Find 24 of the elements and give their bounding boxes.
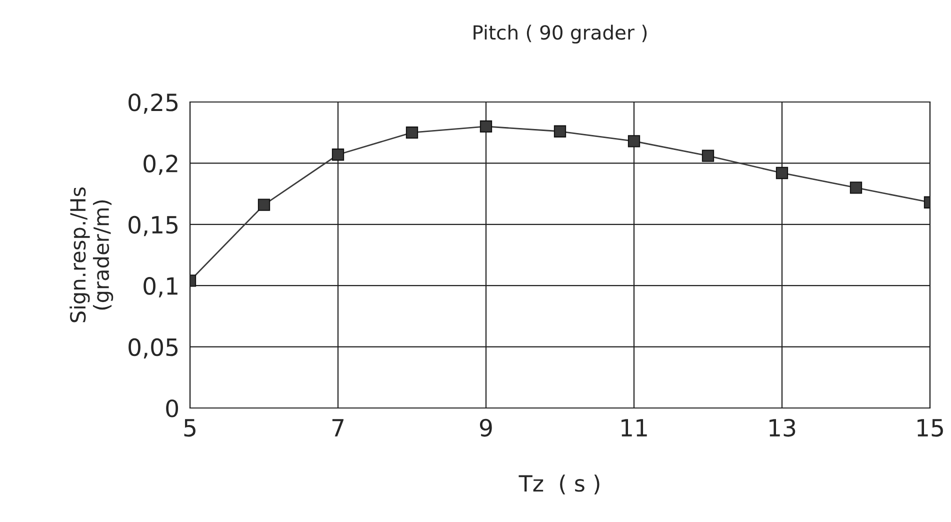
x-tick-label: 5 xyxy=(184,419,196,437)
y-tick-label: 0 xyxy=(166,399,178,418)
point xyxy=(554,125,566,138)
x-tick-label: 15 xyxy=(918,419,943,437)
point xyxy=(776,166,788,180)
point xyxy=(480,120,492,133)
point xyxy=(258,198,270,211)
x-tick-label: 11 xyxy=(622,419,647,436)
y-tick-label: 0,1 xyxy=(144,277,178,298)
y-tick-label: 0,15 xyxy=(128,216,178,236)
chart-title: Pitch ( 90 grader ) xyxy=(474,24,647,44)
y-tick-label: 0,2 xyxy=(144,154,178,175)
x-tick-label: 9 xyxy=(480,418,492,437)
point xyxy=(332,148,344,161)
y-axis-title: Sign.resp./Hs (grader/m) xyxy=(70,187,114,322)
x-tick-label: 7 xyxy=(332,419,344,436)
point xyxy=(850,182,862,194)
y-tick-label: 0,25 xyxy=(128,93,178,114)
point xyxy=(702,150,714,162)
point xyxy=(406,126,418,139)
x-axis-title: Tz ( s ) xyxy=(518,474,600,494)
point xyxy=(628,135,640,148)
y-tick-label: 0,05 xyxy=(128,338,178,359)
x-tick-label: 13 xyxy=(770,418,796,437)
